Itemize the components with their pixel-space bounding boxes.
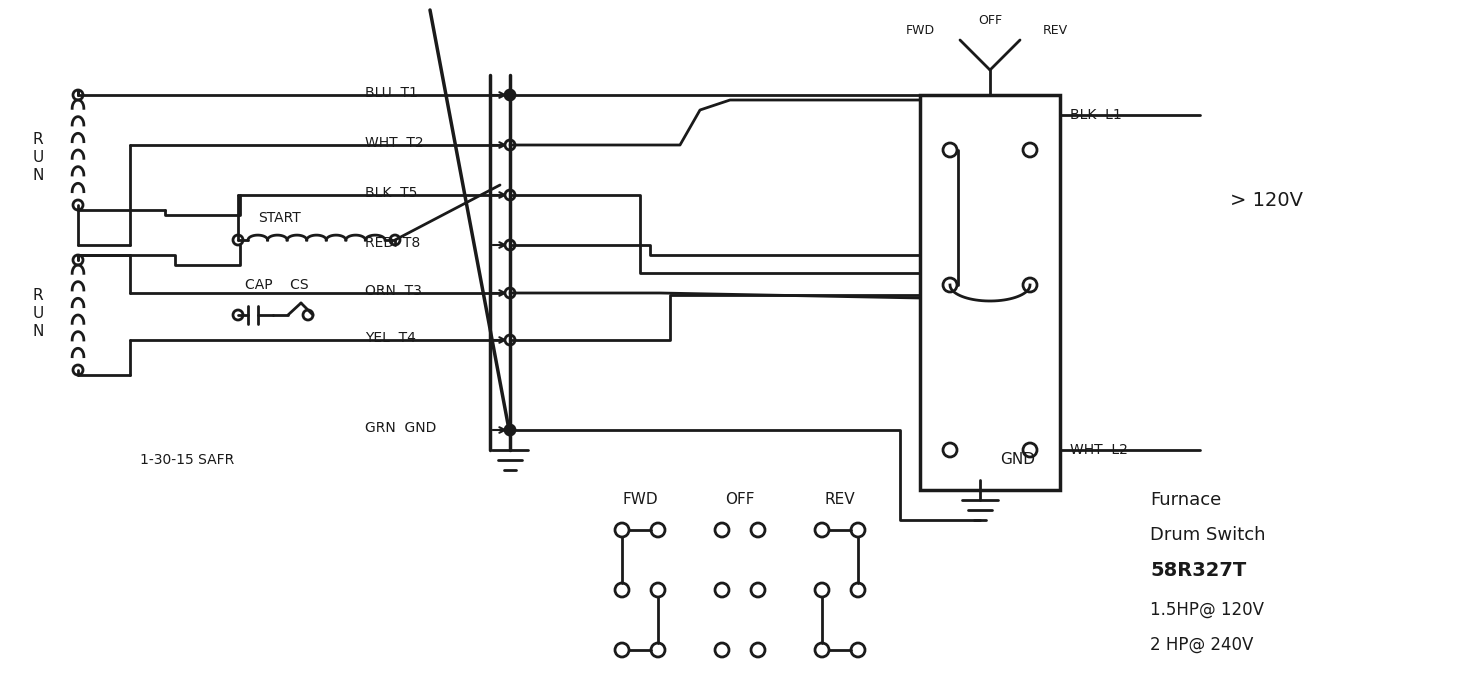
Text: U: U bbox=[33, 306, 43, 320]
Text: OFF: OFF bbox=[977, 13, 1003, 27]
Text: U: U bbox=[33, 151, 43, 165]
Text: REV: REV bbox=[825, 493, 856, 507]
Text: 1.5HP@ 120V: 1.5HP@ 120V bbox=[1151, 601, 1263, 619]
Text: BLK  L1: BLK L1 bbox=[1069, 108, 1121, 122]
Text: N: N bbox=[33, 168, 43, 184]
Text: YEL  T4: YEL T4 bbox=[364, 331, 416, 345]
Text: N: N bbox=[33, 323, 43, 339]
Text: 58R327T: 58R327T bbox=[1151, 560, 1246, 579]
Text: Furnace: Furnace bbox=[1151, 491, 1222, 509]
Text: OFF: OFF bbox=[726, 493, 755, 507]
Text: FWD: FWD bbox=[622, 493, 658, 507]
Text: R: R bbox=[33, 133, 43, 147]
Text: FWD: FWD bbox=[905, 24, 935, 36]
Circle shape bbox=[505, 425, 515, 435]
Bar bbox=[920, 95, 1060, 490]
Text: RED  T8: RED T8 bbox=[364, 236, 421, 250]
Text: CAP    CS: CAP CS bbox=[244, 278, 308, 292]
Text: BLK  T5: BLK T5 bbox=[364, 186, 418, 200]
Text: WHT  L2: WHT L2 bbox=[1069, 443, 1129, 457]
Text: START: START bbox=[258, 211, 301, 225]
Text: > 120V: > 120V bbox=[1231, 191, 1303, 209]
Text: REV: REV bbox=[1043, 24, 1068, 36]
Text: 2 HP@ 240V: 2 HP@ 240V bbox=[1151, 636, 1253, 654]
Text: WHT  T2: WHT T2 bbox=[364, 136, 424, 150]
Circle shape bbox=[505, 90, 515, 100]
Text: ORN  T3: ORN T3 bbox=[364, 284, 422, 298]
Text: GND: GND bbox=[1000, 452, 1035, 468]
Text: 1-30-15 SAFR: 1-30-15 SAFR bbox=[141, 453, 234, 467]
Text: Drum Switch: Drum Switch bbox=[1151, 526, 1265, 544]
Text: GRN  GND: GRN GND bbox=[364, 421, 437, 435]
Text: R: R bbox=[33, 288, 43, 302]
Text: BLU  T1: BLU T1 bbox=[364, 86, 418, 100]
